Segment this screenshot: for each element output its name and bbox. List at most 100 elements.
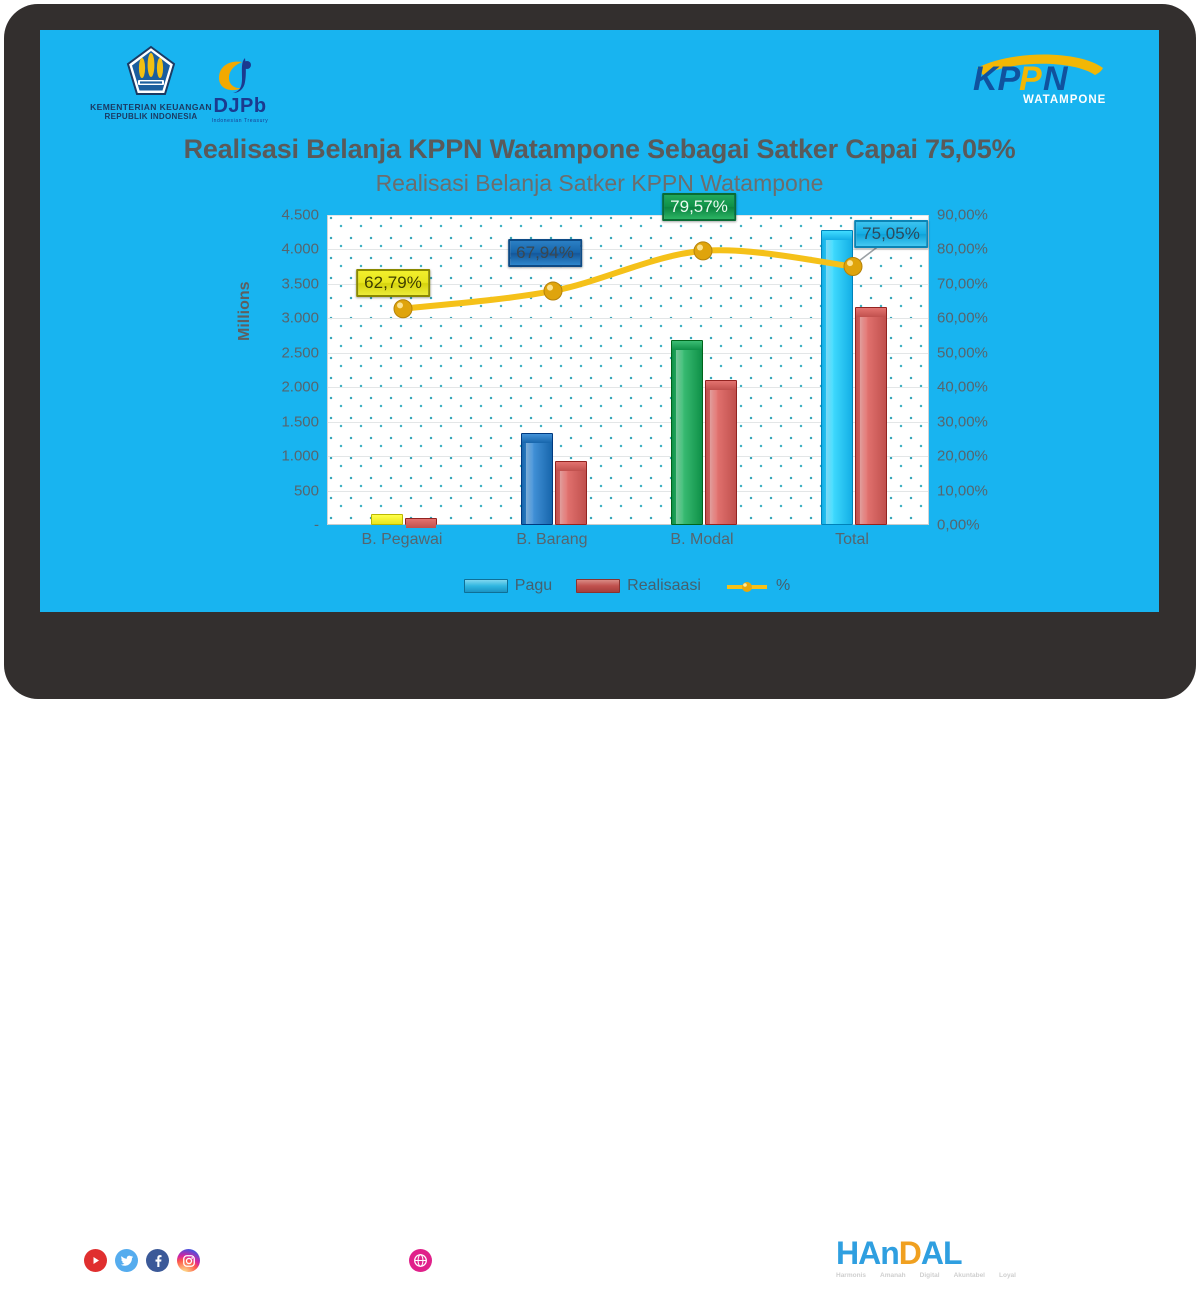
handal-value: Amanah <box>880 1272 906 1279</box>
gridline <box>328 215 928 216</box>
legend-label-realisasi: Realisaasi <box>627 577 701 594</box>
percent-marker <box>843 256 863 276</box>
gridline <box>328 249 928 251</box>
legend-item-realisasi: Realisaasi <box>576 577 701 595</box>
chart-bar <box>705 379 737 525</box>
legend-swatch-pagu <box>463 579 508 593</box>
screenshot-root: KEMENTERIAN KEUANGAN REPUBLIK INDONESIA … <box>0 4 1200 1279</box>
kemenkeu-line1: KEMENTERIAN KEUANGAN <box>90 102 212 112</box>
x-tick-label: B. Pegawai <box>361 531 443 548</box>
page-title: Realisasi Belanja KPPN Watampone Sebagai… <box>183 134 1016 164</box>
chart-legend: Pagu Realisaasi % <box>327 573 927 599</box>
y-tick-right: 70,00% <box>937 275 988 293</box>
bar-cap <box>372 515 402 525</box>
percent-line-series <box>393 229 900 319</box>
infographic-panel: KEMENTERIAN KEUANGAN REPUBLIK INDONESIA … <box>40 30 1159 612</box>
legend-item-pagu: Pagu <box>463 577 553 595</box>
handal-wordmark: HAnDAL <box>836 1237 1016 1269</box>
percent-data-label: 79,57% <box>662 192 736 221</box>
gridline <box>328 352 928 354</box>
percent-marker <box>693 241 713 261</box>
y-axis-left: - 500 1.000 1.500 2.000 2.500 3.000 3.500 4.000 4… <box>245 207 323 534</box>
y-tick-right: 90,00% <box>937 206 988 224</box>
instagram-icon[interactable] <box>177 1249 200 1272</box>
x-tick-label: Total <box>835 531 869 548</box>
djpb-logo: DJPb Indonesian Treasury <box>200 56 280 124</box>
handal-part3: AL <box>920 1235 963 1271</box>
handal-value: Akuntabel <box>953 1272 985 1279</box>
y-tick-left: - <box>314 516 319 534</box>
handal-values: Harmonis Amanah Digital Akuntabel Loyal <box>836 1272 1016 1279</box>
chart-bar <box>671 340 703 525</box>
legend-swatch-realisasi <box>576 579 621 593</box>
y-tick-left: 2.000 <box>281 378 319 396</box>
y-tick-right: 30,00% <box>937 413 988 431</box>
y-tick-right: 10,00% <box>937 482 988 500</box>
svg-text:WATAMPONE: WATAMPONE <box>1023 94 1106 106</box>
page-subtitle: Realisasi Belanja Satker KPPN Watampone <box>375 170 824 196</box>
website-globe-icon[interactable] <box>409 1249 433 1272</box>
chart-bar <box>405 518 437 528</box>
chart-bar <box>521 433 553 525</box>
y-tick-left: 3.000 <box>281 309 319 327</box>
gridline <box>328 456 928 458</box>
header-logos: KEMENTERIAN KEUANGAN REPUBLIK INDONESIA … <box>40 30 1159 124</box>
kemenkeu-logo: KEMENTERIAN KEUANGAN REPUBLIK INDONESIA <box>88 44 214 121</box>
gridline <box>328 421 928 423</box>
handal-value: Digital <box>919 1272 940 1279</box>
facebook-icon[interactable] <box>146 1249 169 1272</box>
bar-highlight <box>526 443 534 524</box>
handal-part2: D <box>898 1235 922 1271</box>
bar-cap <box>522 434 552 444</box>
chart-bar <box>555 461 587 525</box>
social-bar: @kppnwatampone www.kppnwatampone.com <box>84 1249 693 1272</box>
y-tick-right: 50,00% <box>937 344 988 362</box>
bar-highlight <box>860 316 868 524</box>
gridline <box>328 387 928 389</box>
handal-part1: HAn <box>836 1235 900 1271</box>
handal-logo: HAnDAL Harmonis Amanah Digital Akuntabel Loy… <box>836 1237 1016 1289</box>
legend-swatch-percent <box>725 580 769 592</box>
gridline <box>328 283 928 285</box>
y-tick-left: 500 <box>293 482 319 500</box>
youtube-icon[interactable] <box>84 1249 107 1272</box>
gridline <box>328 490 928 492</box>
handal-value: Harmonis <box>836 1272 866 1279</box>
y-tick-right: 20,00% <box>937 447 988 465</box>
bar-cap <box>556 462 586 471</box>
djpb-wordmark: DJPb <box>213 95 267 117</box>
chart-bar <box>855 306 887 525</box>
percent-marker <box>393 299 413 319</box>
kemenkeu-seal-icon <box>123 44 179 100</box>
y-tick-left: 1.500 <box>281 413 319 431</box>
y-tick-left: 2.500 <box>281 344 319 362</box>
chart-bar <box>371 514 403 525</box>
chart-container: Millions -500 1.000 1.500 2.000 2.500 3.000 3.… <box>225 192 988 595</box>
bar-cap <box>822 231 852 241</box>
kemenkeu-line2: REPUBLIK INDONESIA <box>104 112 198 121</box>
social-handle: @kppnwatampone <box>217 1249 386 1271</box>
y-axis-title: Millions <box>220 223 253 353</box>
bar-highlight <box>710 389 718 524</box>
y-axis-right: 0,00% 10,00% 20,00% 30,00% 40,00% 50,00% 60,00… <box>929 207 1015 534</box>
y-tick-left: 4.500 <box>281 206 319 224</box>
footer: @kppnwatampone www.kppnwatampone.com HAn… <box>0 615 1200 1279</box>
legend-label-pagu: Pagu <box>514 577 553 594</box>
svg-text:KP: KP <box>973 60 1021 98</box>
x-axis-labels: B. Pegawai B. Barang B. Modal Total <box>327 531 927 561</box>
svg-text:P: P <box>1019 60 1042 98</box>
y-tick-left: 3.500 <box>281 275 319 293</box>
y-tick-right: 60,00% <box>937 309 988 327</box>
bar-highlight <box>560 471 568 524</box>
percent-data-label: 75,05% <box>854 220 928 249</box>
handal-value: Loyal <box>999 1272 1016 1279</box>
kppn-logo: KP P N WATAMPONE <box>961 48 1111 110</box>
x-tick-label: B. Modal <box>670 531 734 548</box>
x-tick-label: B. Barang <box>516 531 588 548</box>
djpb-mark-icon <box>200 56 280 96</box>
y-tick-left: 4.000 <box>281 240 319 258</box>
y-tick-right: 40,00% <box>937 378 988 396</box>
twitter-icon[interactable] <box>115 1249 138 1272</box>
y-tick-right: 80,00% <box>937 240 988 258</box>
axis-baseline <box>328 524 928 525</box>
